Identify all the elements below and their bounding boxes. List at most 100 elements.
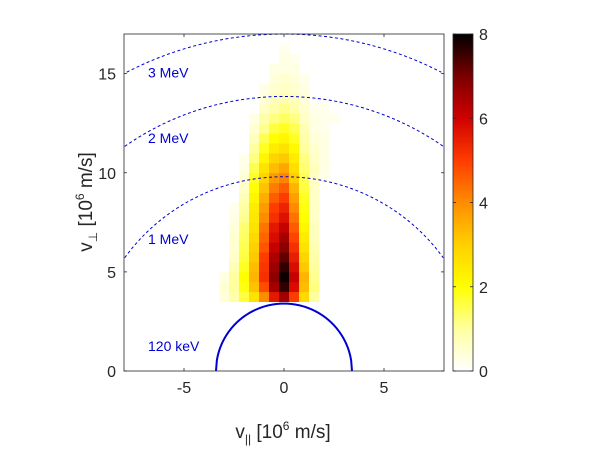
heatmap-cell [309,162,320,174]
heatmap-cell [289,261,300,273]
heatmap-cell [289,232,300,243]
heatmap-cell [289,192,300,203]
heatmap-cell [239,261,250,273]
heatmap-cell [299,162,310,174]
colorbar-ticks: 0 2 4 6 8 [453,27,488,381]
heatmap-cell [239,172,250,184]
heatmap-cell [319,172,330,184]
heatmap-cell [269,271,280,283]
heatmap-cell [279,83,290,94]
heatmap-cell [269,212,280,223]
heatmap-cell [269,162,280,174]
heatmap-cell [269,261,280,273]
heatmap-cell [259,83,270,94]
heatmap-cell [279,123,290,134]
heatmap-cell [279,202,290,213]
heatmap-cell [309,143,320,154]
heatmap-cell [299,212,310,223]
heatmap-cell [239,281,250,293]
heatmap-cell [259,113,270,124]
heatmap-cell [299,281,310,293]
heatmap-cell [269,232,280,243]
heatmap-cell [279,73,290,84]
colorbar-tick-label: 0 [479,364,488,381]
heatmap-cell [319,103,330,114]
heatmap-cell [289,252,300,263]
y-tick-label: 15 [98,67,116,84]
heatmap-cell [259,261,270,273]
heatmap-cell [309,152,320,164]
heatmap-cell [249,252,260,263]
heatmap-cell [309,291,320,303]
heatmap-cell [269,113,280,124]
heatmap-cell [269,83,280,94]
heatmap-cell [249,232,260,243]
heatmap-cell [289,53,300,65]
x-tick-label: 0 [280,380,289,397]
heatmap-cell [289,133,300,144]
heatmap-cell [299,242,310,253]
heatmap-cell [299,271,310,283]
heatmap-cell [259,93,270,104]
heatmap-cell [319,152,330,164]
heatmap-cell [299,83,310,94]
heatmap-cell [229,252,240,263]
heatmap-cell [329,113,340,124]
heatmap-cell [239,202,250,213]
colorbar: 0 2 4 6 8 [452,27,488,381]
heatmap-cell [299,252,310,263]
heatmap-cell [259,212,270,223]
heatmap-cell [239,222,250,233]
x-axis-label: v|| [106 m/s] [235,419,330,446]
heatmap-cell [249,242,260,253]
curve-label: 1 MeV [148,231,189,247]
heatmap-cell [249,202,260,213]
heatmap-cell [229,212,240,223]
heatmap-cell [289,152,300,164]
y-axis-ticks: 0 5 10 15 [98,67,444,381]
heatmap-cell [279,53,290,65]
heatmap-cell [249,113,260,124]
heatmap-cell [299,261,310,273]
heatmap-cell [229,281,240,293]
y-tick-label: 5 [107,265,116,282]
colorbar-tick-label: 2 [479,280,488,297]
heatmap-cell [309,182,320,193]
heatmap-cell [239,271,250,283]
heatmap-cell [299,133,310,144]
colorbar-tick-label: 6 [479,111,488,128]
heatmap-cell [249,212,260,223]
heatmap-cell [319,143,330,154]
colorbar-tick-label: 4 [479,196,488,213]
heatmap-cell [259,192,270,203]
heatmap-cell [289,222,300,233]
heatmap-cell [299,103,310,114]
heatmap-cell [239,182,250,193]
heatmap-cell [289,73,300,84]
heatmap-cell [299,202,310,213]
curve-label: 2 MeV [148,130,189,146]
heatmap-cell [249,182,260,193]
heatmap-cell [269,202,280,213]
heatmap-cell [289,143,300,154]
heatmap-cell [279,212,290,223]
heatmap-cell [279,162,290,174]
x-axis-ticks: -5 0 5 [177,34,389,397]
heatmap-cell [299,182,310,193]
heatmap-cell [269,222,280,233]
heatmap-cell [279,291,290,303]
heatmap-cell [269,123,280,134]
plot-area: 3 MeV 2 MeV 1 MeV 120 keV [123,33,445,372]
heatmap-cell [279,43,290,55]
heatmap-cell [289,103,300,114]
heatmap-cell [289,202,300,213]
heatmap-cell [269,172,280,184]
heatmap-cell [309,261,320,273]
heatmap-cell [239,291,250,303]
heatmap-cell [289,212,300,223]
heatmap-cell [239,192,250,203]
heatmap-cell [319,123,330,134]
heatmap-cell [249,123,260,134]
heatmap-cell [289,113,300,124]
